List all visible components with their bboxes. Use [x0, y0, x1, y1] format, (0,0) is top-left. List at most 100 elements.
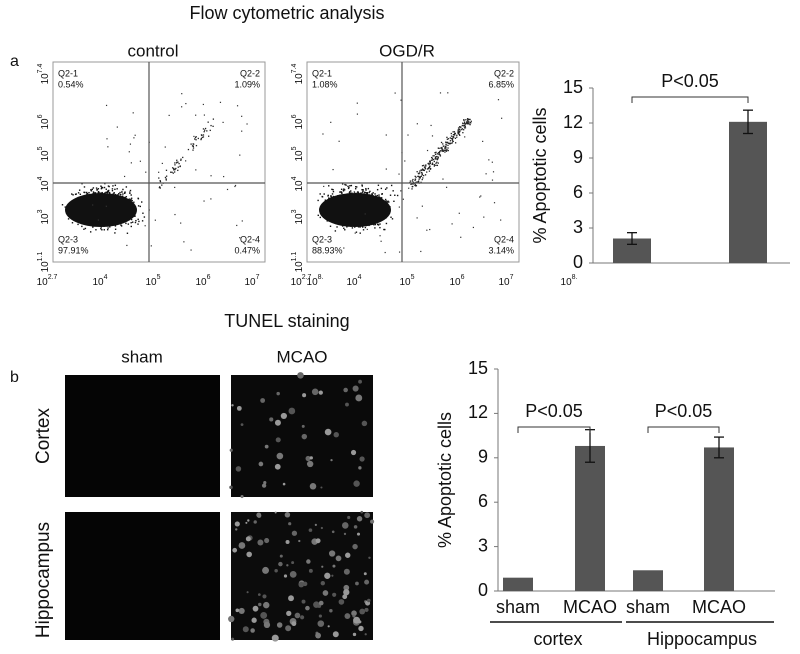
speck: [332, 592, 337, 597]
dot: [444, 147, 446, 149]
dot: [105, 104, 108, 107]
speck: [301, 433, 308, 440]
dot: [131, 199, 133, 202]
dot: [456, 136, 458, 138]
dot: [332, 188, 334, 191]
speck: [370, 519, 375, 524]
dot: [116, 126, 118, 128]
dot: [150, 245, 152, 247]
dot: [125, 222, 127, 225]
dot: [106, 138, 108, 140]
dot: [101, 186, 104, 189]
speck: [352, 385, 359, 392]
dot: [488, 159, 490, 161]
dot: [385, 134, 387, 136]
dot: [379, 235, 381, 237]
dot: [144, 225, 146, 227]
dot: [168, 114, 170, 117]
dot: [467, 119, 469, 122]
dot: [130, 198, 132, 201]
dot: [350, 190, 352, 192]
dot: [421, 165, 424, 167]
dot: [236, 105, 239, 107]
dot: [127, 223, 130, 225]
speck: [289, 570, 297, 578]
speck: [283, 574, 288, 578]
dot: [389, 194, 392, 196]
dot: [485, 173, 487, 175]
dot: [417, 175, 420, 178]
dot: [423, 166, 426, 168]
speck: [306, 460, 314, 468]
dot: [428, 163, 430, 166]
quadrant-name: Q2-3: [312, 234, 332, 244]
quadrant-value: 3.14%: [488, 245, 514, 255]
tick-label: 106: [37, 114, 51, 129]
dot: [106, 190, 109, 192]
dot: [202, 134, 205, 136]
dot: [203, 131, 205, 133]
dot: [419, 176, 421, 178]
x-tick-label: MCAO: [563, 597, 617, 617]
tick-label: 103: [37, 209, 51, 224]
dot: [462, 123, 464, 125]
dot: [381, 193, 383, 195]
dot: [371, 193, 373, 195]
dot: [380, 197, 383, 199]
y-tick-label: 9: [478, 447, 488, 467]
dot: [176, 159, 178, 161]
speck: [291, 530, 298, 536]
dot: [450, 142, 452, 145]
dot: [326, 220, 328, 222]
dot: [460, 126, 462, 128]
speck: [311, 388, 319, 396]
dot: [204, 127, 207, 130]
dot: [96, 189, 98, 191]
dot: [491, 179, 494, 181]
dot: [365, 189, 367, 191]
speck: [285, 625, 292, 632]
dot: [428, 170, 431, 172]
dot: [376, 223, 379, 226]
dot: [137, 197, 139, 200]
dot: [241, 115, 243, 117]
speck: [332, 564, 336, 568]
dot: [364, 213, 366, 215]
dot: [239, 237, 241, 239]
dot: [210, 175, 212, 177]
speck: [263, 621, 271, 629]
speck: [238, 607, 245, 614]
dot: [212, 118, 215, 120]
dot: [418, 176, 421, 179]
dot: [132, 112, 134, 114]
dot: [441, 147, 443, 150]
dot: [420, 175, 423, 177]
x-tick-label: MCAO: [692, 597, 746, 617]
dot: [421, 171, 423, 174]
speck: [320, 526, 323, 530]
speck: [245, 521, 248, 524]
tick-label: 107.4: [37, 63, 51, 84]
dot: [449, 137, 451, 139]
dot: [450, 135, 453, 137]
speck: [345, 402, 349, 407]
dot: [391, 218, 394, 220]
dot: [464, 125, 466, 127]
dot: [412, 183, 414, 185]
dot: [412, 178, 414, 181]
dot: [77, 192, 80, 194]
speck: [246, 551, 252, 558]
dot: [463, 129, 465, 131]
speck: [294, 612, 301, 619]
speck: [352, 632, 357, 637]
dot: [437, 147, 439, 149]
dot: [97, 191, 100, 193]
tick-exp: 7.4: [37, 63, 44, 73]
dot: [120, 225, 123, 227]
speck: [274, 419, 281, 426]
dot: [429, 165, 431, 168]
dot: [207, 121, 209, 123]
dot: [443, 145, 445, 147]
dot: [400, 190, 402, 192]
dot: [457, 127, 460, 129]
